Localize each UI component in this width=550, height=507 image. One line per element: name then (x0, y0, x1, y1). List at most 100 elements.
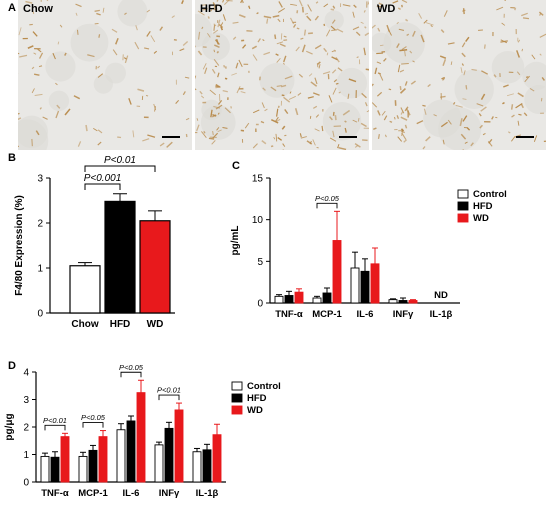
stain-fiber (159, 26, 164, 31)
x-tick-label: IL-1β (430, 309, 453, 320)
stain-fiber (307, 96, 314, 99)
stain-fiber (321, 125, 324, 132)
stain-fiber (18, 112, 20, 115)
stain-fiber (216, 0, 219, 2)
stain-fiber (212, 2, 217, 9)
stain-fiber (55, 110, 60, 119)
y-tick-label: 15 (252, 174, 264, 185)
stain-fiber (332, 87, 337, 95)
x-tick-label: WD (147, 319, 164, 330)
stain-fiber (312, 92, 320, 96)
stain-fiber (374, 67, 378, 75)
stain-fiber (476, 103, 484, 107)
micrograph-texture (195, 0, 369, 150)
stain-fiber (64, 52, 67, 56)
stain-fiber (385, 134, 387, 138)
stain-fiber (18, 117, 22, 121)
stain-fiber (401, 132, 407, 140)
stain-fiber (533, 135, 538, 142)
stain-fiber (263, 15, 272, 19)
stain-fiber (217, 129, 222, 132)
stain-fiber (242, 44, 247, 49)
stain-fiber (462, 98, 467, 100)
stain-fiber (495, 116, 498, 119)
stain-fiber (462, 115, 468, 122)
stain-fiber (521, 48, 523, 52)
x-tick-label: MCP-1 (312, 309, 342, 320)
stain-fiber (459, 118, 463, 127)
stain-fiber (207, 16, 210, 19)
stain-fiber (516, 71, 521, 76)
stain-fiber (335, 82, 339, 85)
stain-fiber (400, 111, 404, 115)
stain-fiber (281, 94, 285, 97)
stain-fiber (27, 45, 34, 49)
stain-fiber (383, 57, 387, 62)
stain-fiber (166, 141, 173, 148)
stain-fiber (253, 109, 260, 114)
stain-fiber (153, 103, 157, 111)
stain-fiber (507, 131, 511, 134)
stain-fiber (284, 75, 293, 80)
stain-fiber (427, 83, 431, 88)
y-tick-label: 0 (23, 478, 29, 489)
y-axis-label: pg/mL (230, 226, 241, 256)
stain-fiber (213, 59, 220, 66)
stain-fiber (217, 72, 220, 78)
stain-fiber (409, 50, 413, 54)
stain-fiber (342, 4, 351, 7)
tissue-pore (524, 84, 546, 114)
stain-fiber (335, 56, 340, 63)
stain-fiber (57, 41, 60, 45)
stain-fiber (516, 50, 521, 58)
stain-fiber (422, 104, 426, 107)
stain-fiber (232, 21, 239, 24)
p-value-label: P<0.05 (315, 194, 340, 203)
stain-fiber (59, 24, 63, 28)
stain-fiber (185, 117, 190, 121)
bar-hfd (164, 427, 174, 483)
stain-fiber (506, 93, 515, 97)
stain-fiber (442, 59, 447, 67)
stain-fiber (517, 92, 524, 98)
stain-fiber (354, 143, 361, 148)
stain-fiber (332, 5, 336, 9)
y-tick-label: 1 (23, 450, 29, 461)
x-tick-label: TNF-α (275, 309, 303, 320)
stain-fiber (241, 0, 245, 4)
stain-fiber (406, 33, 410, 36)
stain-fiber (301, 6, 305, 13)
stain-fiber (260, 120, 265, 124)
stain-fiber (213, 49, 215, 53)
stain-fiber (399, 49, 408, 52)
bar-chow (69, 265, 101, 314)
bar-hfd (126, 420, 136, 483)
stain-fiber (331, 50, 335, 53)
stain-fiber (77, 141, 82, 147)
stain-fiber (461, 63, 464, 66)
tissue-pore (372, 32, 392, 54)
stain-fiber (275, 53, 279, 57)
stain-fiber (310, 81, 318, 87)
stain-fiber (397, 136, 403, 142)
stain-fiber (365, 68, 369, 71)
stain-fiber (316, 146, 319, 149)
stain-fiber (493, 74, 497, 78)
stain-fiber (425, 136, 431, 142)
bar-hfd (88, 449, 98, 483)
stain-fiber (331, 69, 337, 74)
p-value-label: P<0.01 (104, 155, 136, 166)
stain-fiber (240, 91, 246, 94)
stain-fiber (465, 85, 468, 90)
stain-fiber (212, 130, 214, 136)
stain-fiber (442, 139, 445, 145)
stain-fiber (510, 104, 514, 110)
stain-fiber (232, 36, 237, 40)
stain-fiber (201, 131, 207, 139)
bar-control (116, 429, 126, 483)
stain-fiber (262, 87, 266, 91)
stain-fiber (357, 117, 360, 122)
stain-fiber (442, 77, 446, 81)
stain-fiber (336, 28, 344, 33)
tissue-pore (322, 102, 362, 141)
